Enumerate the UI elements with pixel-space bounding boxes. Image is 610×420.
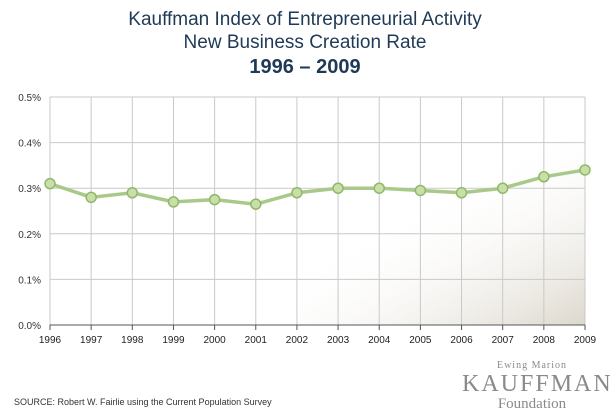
x-tick-label: 2001 (245, 335, 268, 346)
data-point (579, 164, 591, 176)
data-point (85, 191, 97, 204)
data-point (538, 171, 550, 183)
data-point (373, 182, 385, 194)
x-tick-label: 1999 (162, 335, 185, 346)
y-tick-label: 0.2% (18, 230, 41, 241)
chart-subtitle: New Business Creation Rate (183, 32, 427, 53)
data-point (291, 187, 303, 199)
chart-title: Kauffman Index of Entrepreneurial Activi… (128, 9, 482, 30)
data-point (126, 187, 139, 199)
data-point (167, 196, 180, 208)
y-tick-label: 0.1% (18, 275, 41, 286)
logo-line-2: KAUFFMAN (462, 371, 610, 397)
x-tick-label: 2006 (450, 335, 473, 346)
logo-line-1: Ewing Marion (496, 360, 568, 371)
x-tick-label: 2003 (327, 335, 350, 346)
chart-years: 1996 – 2009 (249, 56, 361, 78)
data-point (496, 182, 509, 194)
x-tick-label: 2000 (203, 335, 226, 346)
data-point (332, 182, 344, 194)
y-tick-label: 0.4% (18, 139, 41, 150)
y-tick-label: 0.3% (18, 184, 41, 195)
x-tick-label: 2008 (533, 335, 556, 346)
data-point (250, 198, 262, 210)
x-tick-label: 1998 (121, 335, 144, 346)
chart-title-block: Kauffman Index of Entrepreneurial Activi… (0, 8, 610, 80)
y-tick-label: 0.0% (18, 321, 41, 332)
y-tick-label: 0.5% (18, 93, 41, 104)
data-point (414, 184, 427, 197)
x-tick-label: 2005 (409, 335, 432, 346)
source-note: SOURCE: Robert W. Fairlie using the Curr… (14, 397, 272, 407)
x-tick-label: 2004 (368, 335, 391, 346)
kauffman-logo: Ewing Marion KAUFFMAN Foundation (462, 360, 610, 412)
x-tick-label: 2002 (286, 335, 309, 346)
data-point (208, 193, 221, 206)
x-tick-label: 2007 (492, 335, 515, 346)
data-point (455, 187, 468, 199)
x-tick-label: 2009 (574, 335, 597, 346)
x-tick-label: 1997 (80, 335, 103, 346)
logo-line-3: Foundation (497, 396, 567, 412)
x-tick-label: 1996 (39, 335, 62, 346)
data-point (44, 177, 56, 190)
plot-shade (300, 100, 585, 325)
series-line (49, 168, 586, 206)
